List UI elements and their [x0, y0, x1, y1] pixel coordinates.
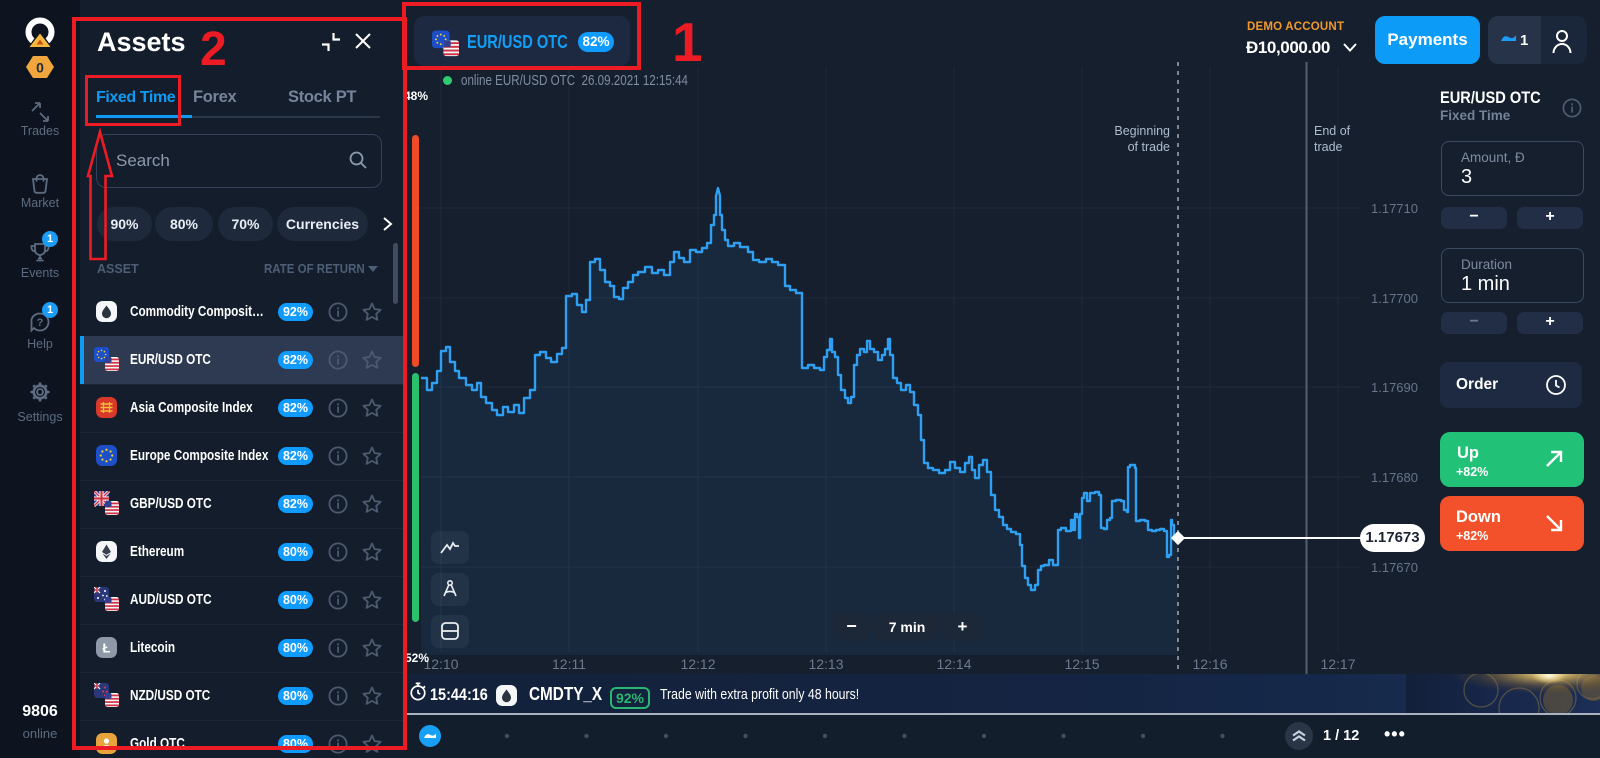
svg-text:?: ?: [37, 317, 44, 329]
svg-text:Ł: Ł: [103, 641, 111, 656]
svg-text:0: 0: [36, 60, 44, 76]
